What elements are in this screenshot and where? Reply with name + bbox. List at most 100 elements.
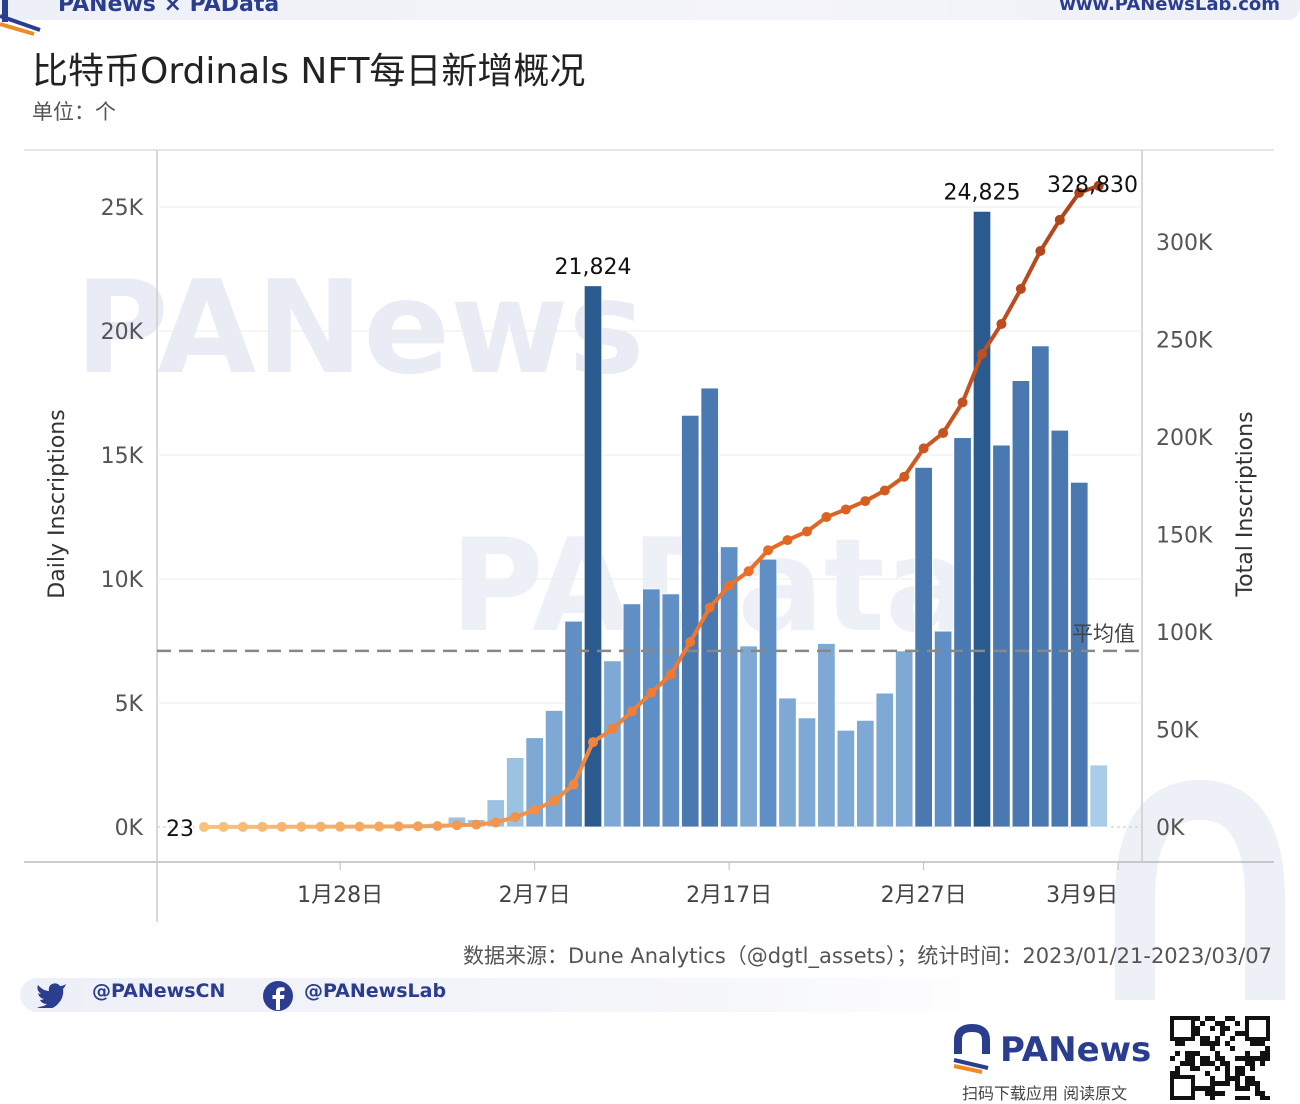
qr-module — [1195, 1031, 1200, 1036]
total-point — [821, 512, 831, 522]
y-tick-label: 20K — [101, 320, 144, 345]
qr-module — [1195, 1016, 1200, 1021]
y2-tick-label: 100K — [1156, 621, 1213, 646]
daily-bar — [798, 718, 816, 827]
total-point — [607, 724, 617, 734]
qr-module — [1255, 1041, 1260, 1046]
total-point — [1055, 215, 1065, 225]
qr-finder — [1247, 1018, 1268, 1039]
qr-module — [1225, 1026, 1230, 1031]
total-point — [1016, 284, 1026, 294]
total-point — [316, 822, 326, 832]
facebook-icon[interactable] — [262, 980, 294, 1012]
qr-module — [1195, 1026, 1200, 1031]
watermark-logo-icon — [1135, 800, 1265, 1000]
qr-module — [1205, 1091, 1210, 1096]
qr-module — [1205, 1041, 1210, 1046]
total-point — [218, 822, 228, 832]
qr-module — [1245, 1096, 1250, 1100]
x-tick-label: 1月28日 — [297, 883, 383, 908]
qr-module — [1220, 1061, 1225, 1066]
qr-module — [1230, 1076, 1235, 1081]
total-point — [646, 688, 656, 698]
qr-module — [1210, 1041, 1215, 1046]
qr-module — [1220, 1021, 1225, 1026]
daily-bar — [1051, 430, 1069, 827]
qr-module — [1220, 1091, 1225, 1096]
daily-bar — [662, 594, 680, 827]
qr-module — [1265, 1046, 1270, 1051]
qr-module — [1170, 1056, 1175, 1061]
daily-bar — [643, 589, 661, 827]
qr-module — [1215, 1036, 1220, 1041]
x-tick-label: 3月9日 — [1046, 883, 1118, 908]
qr-module — [1250, 1066, 1255, 1071]
twitter-icon[interactable] — [36, 980, 68, 1008]
qr-module — [1185, 1056, 1190, 1061]
qr-module — [1210, 1076, 1215, 1081]
total-point — [938, 428, 948, 438]
qr-module — [1200, 1086, 1205, 1091]
qr-module — [1220, 1056, 1225, 1061]
qr-module — [1255, 1056, 1260, 1061]
y-tick-label: 25K — [101, 196, 144, 221]
total-point — [238, 822, 248, 832]
total-point — [996, 319, 1006, 329]
y2-tick-label: 250K — [1156, 329, 1213, 354]
qr-module — [1175, 1066, 1180, 1071]
qr-module — [1250, 1081, 1255, 1086]
total-point — [880, 486, 890, 496]
y-tick-label: 0K — [115, 816, 144, 841]
qr-module — [1220, 1081, 1225, 1086]
total-line-segment — [1021, 251, 1040, 289]
download-text[interactable]: 扫码下载应用 阅读原文 — [962, 1080, 1127, 1104]
qr-module — [1225, 1076, 1230, 1081]
qr-module — [1190, 1066, 1195, 1071]
qr-module — [1225, 1081, 1230, 1086]
data-label-peak2: 24,825 — [944, 180, 1021, 205]
total-point — [705, 603, 715, 613]
qr-module — [1190, 1051, 1195, 1056]
total-point — [452, 820, 462, 830]
qr-module — [1235, 1021, 1240, 1026]
qr-module — [1230, 1016, 1235, 1021]
qr-code-icon[interactable] — [1170, 1016, 1270, 1100]
qr-module — [1185, 1051, 1190, 1056]
qr-module — [1235, 1076, 1240, 1081]
daily-bar — [759, 559, 777, 827]
panews-footer-logo-icon — [952, 1024, 992, 1074]
qr-module — [1235, 1056, 1240, 1061]
y2-tick-label: 200K — [1156, 426, 1213, 451]
qr-module — [1250, 1076, 1255, 1081]
average-label: 平均值 — [1072, 622, 1135, 646]
y-tick-label: 5K — [115, 692, 144, 717]
y2-tick-label: 300K — [1156, 231, 1213, 256]
qr-module — [1215, 1056, 1220, 1061]
qr-module — [1245, 1056, 1250, 1061]
qr-finder — [1172, 1077, 1193, 1098]
total-point — [491, 817, 501, 827]
data-source: 数据来源：Dune Analytics（@dgtl_assets）；统计时间：2… — [463, 940, 1272, 970]
qr-module — [1215, 1091, 1220, 1096]
total-line-segment — [1040, 220, 1059, 251]
qr-module — [1265, 1096, 1270, 1100]
total-point — [549, 796, 559, 806]
daily-bar — [954, 438, 972, 827]
qr-module — [1175, 1041, 1180, 1046]
qr-module — [1195, 1051, 1200, 1056]
qr-module — [1255, 1086, 1260, 1091]
total-point — [296, 822, 306, 832]
footer-brand: PANews — [1000, 1030, 1151, 1070]
qr-module — [1240, 1031, 1245, 1036]
twitter-handle[interactable]: @PANewsCN — [92, 980, 225, 1002]
qr-module — [1245, 1061, 1250, 1066]
qr-module — [1210, 1086, 1215, 1091]
qr-module — [1235, 1086, 1240, 1091]
total-point — [666, 669, 676, 679]
qr-module — [1180, 1061, 1185, 1066]
facebook-handle[interactable]: @PANewsLab — [304, 980, 446, 1002]
qr-module — [1240, 1056, 1245, 1061]
daily-bar — [1012, 381, 1030, 827]
qr-module — [1210, 1016, 1215, 1021]
